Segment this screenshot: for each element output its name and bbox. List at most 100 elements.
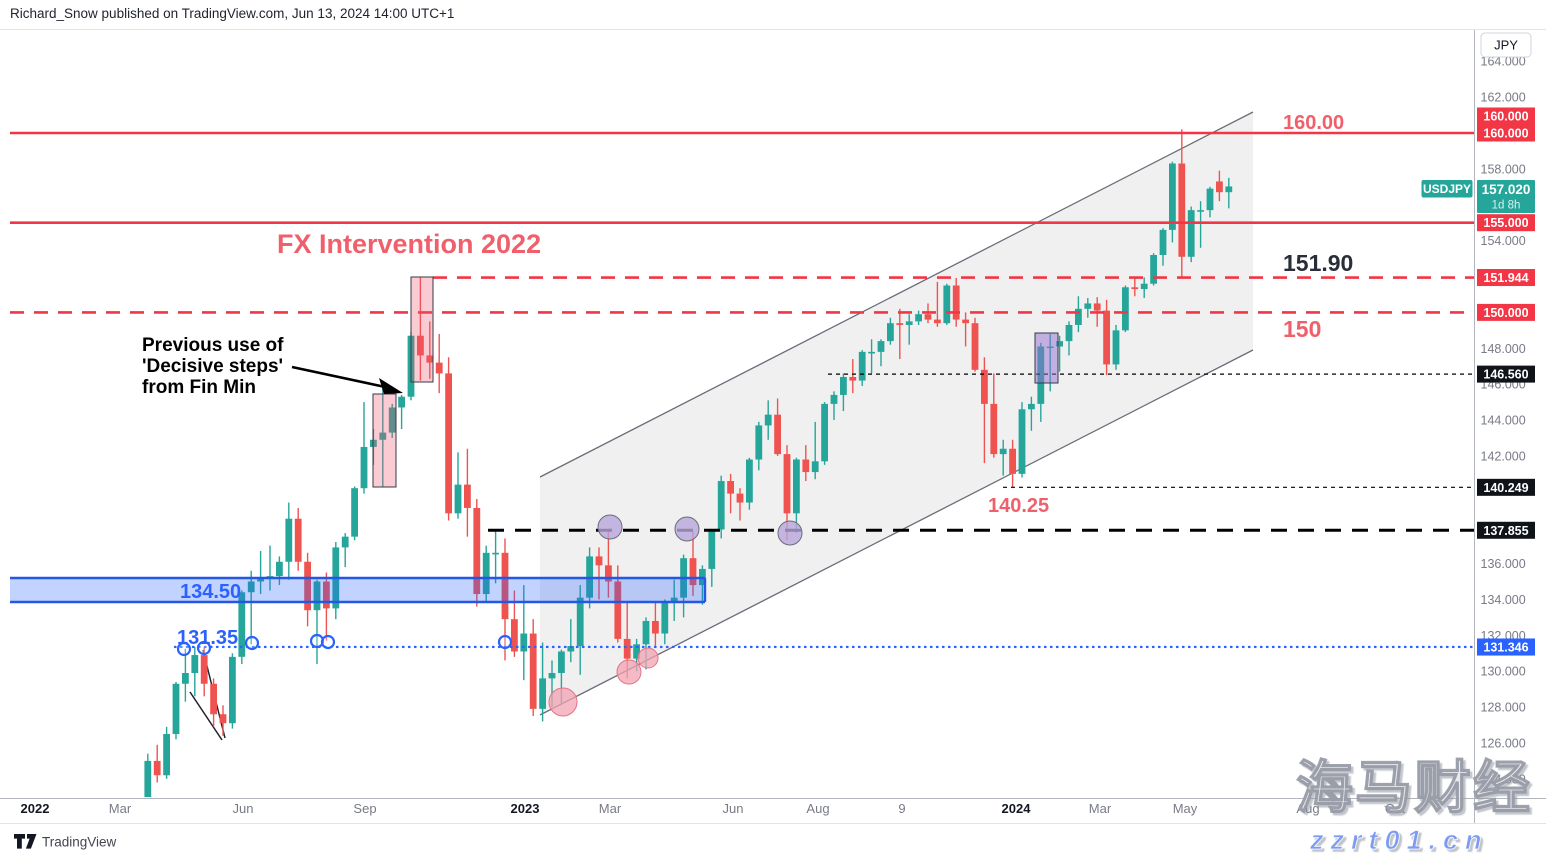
candle [811, 421, 819, 480]
candle [1169, 161, 1176, 243]
candle [793, 457, 800, 534]
pink-highlight-box[interactable] [372, 393, 397, 488]
blue-event-circle[interactable] [176, 641, 192, 657]
time-label-May[interactable]: May [1173, 801, 1198, 816]
candle [1140, 277, 1148, 299]
candle [172, 681, 180, 740]
price-tick-162[interactable]: 162.000 [1481, 91, 1526, 105]
purple-event-circle[interactable] [777, 520, 803, 546]
candle-body [1225, 186, 1233, 193]
candle [868, 339, 875, 374]
price-tick-128[interactable]: 128.000 [1481, 701, 1526, 715]
candle-body [482, 552, 490, 595]
pink-event-circle[interactable] [616, 659, 642, 685]
price-tick-134[interactable]: 134.000 [1481, 593, 1526, 607]
purple-highlight-box[interactable] [1034, 332, 1059, 384]
pink-event-circle[interactable] [548, 687, 578, 717]
time-label-Oct[interactable]: Oct [1385, 801, 1406, 816]
candle [1103, 299, 1110, 376]
candle-body [1009, 448, 1016, 474]
candle [1056, 335, 1063, 372]
price-badge-label-137.855: 137.855 [1483, 524, 1528, 538]
time-label-2024[interactable]: 2024 [1002, 801, 1032, 816]
wedge-line-2[interactable] [189, 691, 223, 741]
watermark-url: zzrt01.cn [1309, 825, 1489, 855]
price-tick-142[interactable]: 142.000 [1481, 449, 1526, 463]
candle-body [802, 459, 810, 473]
candle-body [454, 484, 462, 514]
candle [144, 753, 152, 797]
annotation-text-5[interactable]: 151.90 [1283, 250, 1353, 276]
pink-highlight-box[interactable] [410, 276, 434, 383]
tradingview-logo[interactable]: TradingView [14, 834, 117, 850]
annotation-text-3[interactable]: from Fin Min [142, 377, 256, 398]
candle-body [623, 638, 631, 659]
annotation-text-6[interactable]: 150 [1283, 316, 1321, 342]
axis-labels[interactable]: 164.000162.000158.000154.000148.000146.0… [21, 55, 1526, 816]
time-label-Aug[interactable]: Aug [806, 801, 829, 816]
time-label-Jun[interactable]: Jun [233, 801, 254, 816]
candle [153, 744, 161, 783]
purple-event-circle[interactable] [674, 516, 700, 542]
candle [313, 579, 321, 665]
candle [962, 312, 969, 347]
price-tick-144[interactable]: 144.000 [1481, 414, 1526, 428]
price-tick-124[interactable]: 124.000 [1481, 772, 1526, 786]
time-label-Mar[interactable]: Mar [1089, 801, 1112, 816]
price-badge-label-150.000: 150.000 [1483, 306, 1528, 320]
time-label-Mar[interactable]: Mar [599, 801, 622, 816]
candle-body [1140, 283, 1148, 290]
last-price-badge[interactable] [1477, 180, 1535, 213]
candle [999, 439, 1007, 476]
blue-event-circle[interactable] [320, 634, 336, 650]
blue-event-circle[interactable] [196, 640, 212, 656]
candle-body [1084, 303, 1092, 309]
time-label-2023[interactable]: 2023 [511, 801, 540, 816]
candle [934, 281, 941, 327]
price-badge-label-140.249: 140.249 [1483, 481, 1528, 495]
time-label-Sep[interactable]: Sep [353, 801, 376, 816]
candle [229, 653, 236, 729]
text-annotations: FX Intervention 2022 Previous use of'Deci… [142, 112, 1353, 649]
candle-body [605, 565, 612, 582]
annotation-text-8[interactable]: 134.50 [180, 581, 241, 603]
time-label-Aug[interactable]: Aug [1296, 801, 1319, 816]
candle [830, 391, 838, 421]
time-label-Jun[interactable]: Jun [723, 801, 744, 816]
price-tick-158[interactable]: 158.000 [1481, 162, 1526, 176]
blue-event-circle[interactable] [244, 635, 260, 651]
time-label-Mar[interactable]: Mar [109, 801, 132, 816]
price-tick-126[interactable]: 126.000 [1481, 736, 1526, 750]
annotation-text-7[interactable]: 140.25 [988, 495, 1049, 517]
symbol-chip[interactable] [1421, 180, 1473, 198]
purple-event-circle[interactable] [597, 514, 623, 540]
currency-button-label: JPY [1494, 38, 1518, 53]
blue-event-circle[interactable] [497, 634, 513, 650]
candle-body [774, 414, 781, 455]
time-label-9[interactable]: 9 [898, 801, 905, 816]
annotation-text-9[interactable]: 131.35 [177, 627, 238, 649]
annotation-text-4[interactable]: 160.00 [1283, 112, 1344, 134]
annotation-text-0[interactable]: FX Intervention 2022 [277, 229, 541, 259]
candle-body [1122, 287, 1129, 331]
candle-body [840, 376, 847, 395]
candle [943, 283, 951, 325]
candle [1018, 402, 1026, 478]
candle [1122, 285, 1129, 333]
price-tick-154[interactable]: 154.000 [1481, 234, 1526, 248]
price-tick-148[interactable]: 148.000 [1481, 342, 1526, 356]
annotation-text-1[interactable]: Previous use of [142, 335, 284, 356]
price-tick-130[interactable]: 130.000 [1481, 665, 1526, 679]
zone-fill[interactable] [10, 578, 705, 602]
price-tick-164[interactable]: 164.000 [1481, 55, 1526, 69]
candle-body [567, 646, 575, 652]
pink-event-circle[interactable] [637, 647, 659, 669]
channel-upper-line[interactable] [539, 111, 1254, 478]
currency-button[interactable] [1480, 32, 1532, 58]
candle-body [877, 341, 885, 352]
channel-lower-line[interactable] [539, 349, 1254, 716]
time-label-2022[interactable]: 2022 [21, 801, 50, 816]
annotation-text-2[interactable]: 'Decisive steps' [142, 356, 283, 377]
candle-body [1169, 163, 1176, 230]
price-tick-136[interactable]: 136.000 [1481, 557, 1526, 571]
